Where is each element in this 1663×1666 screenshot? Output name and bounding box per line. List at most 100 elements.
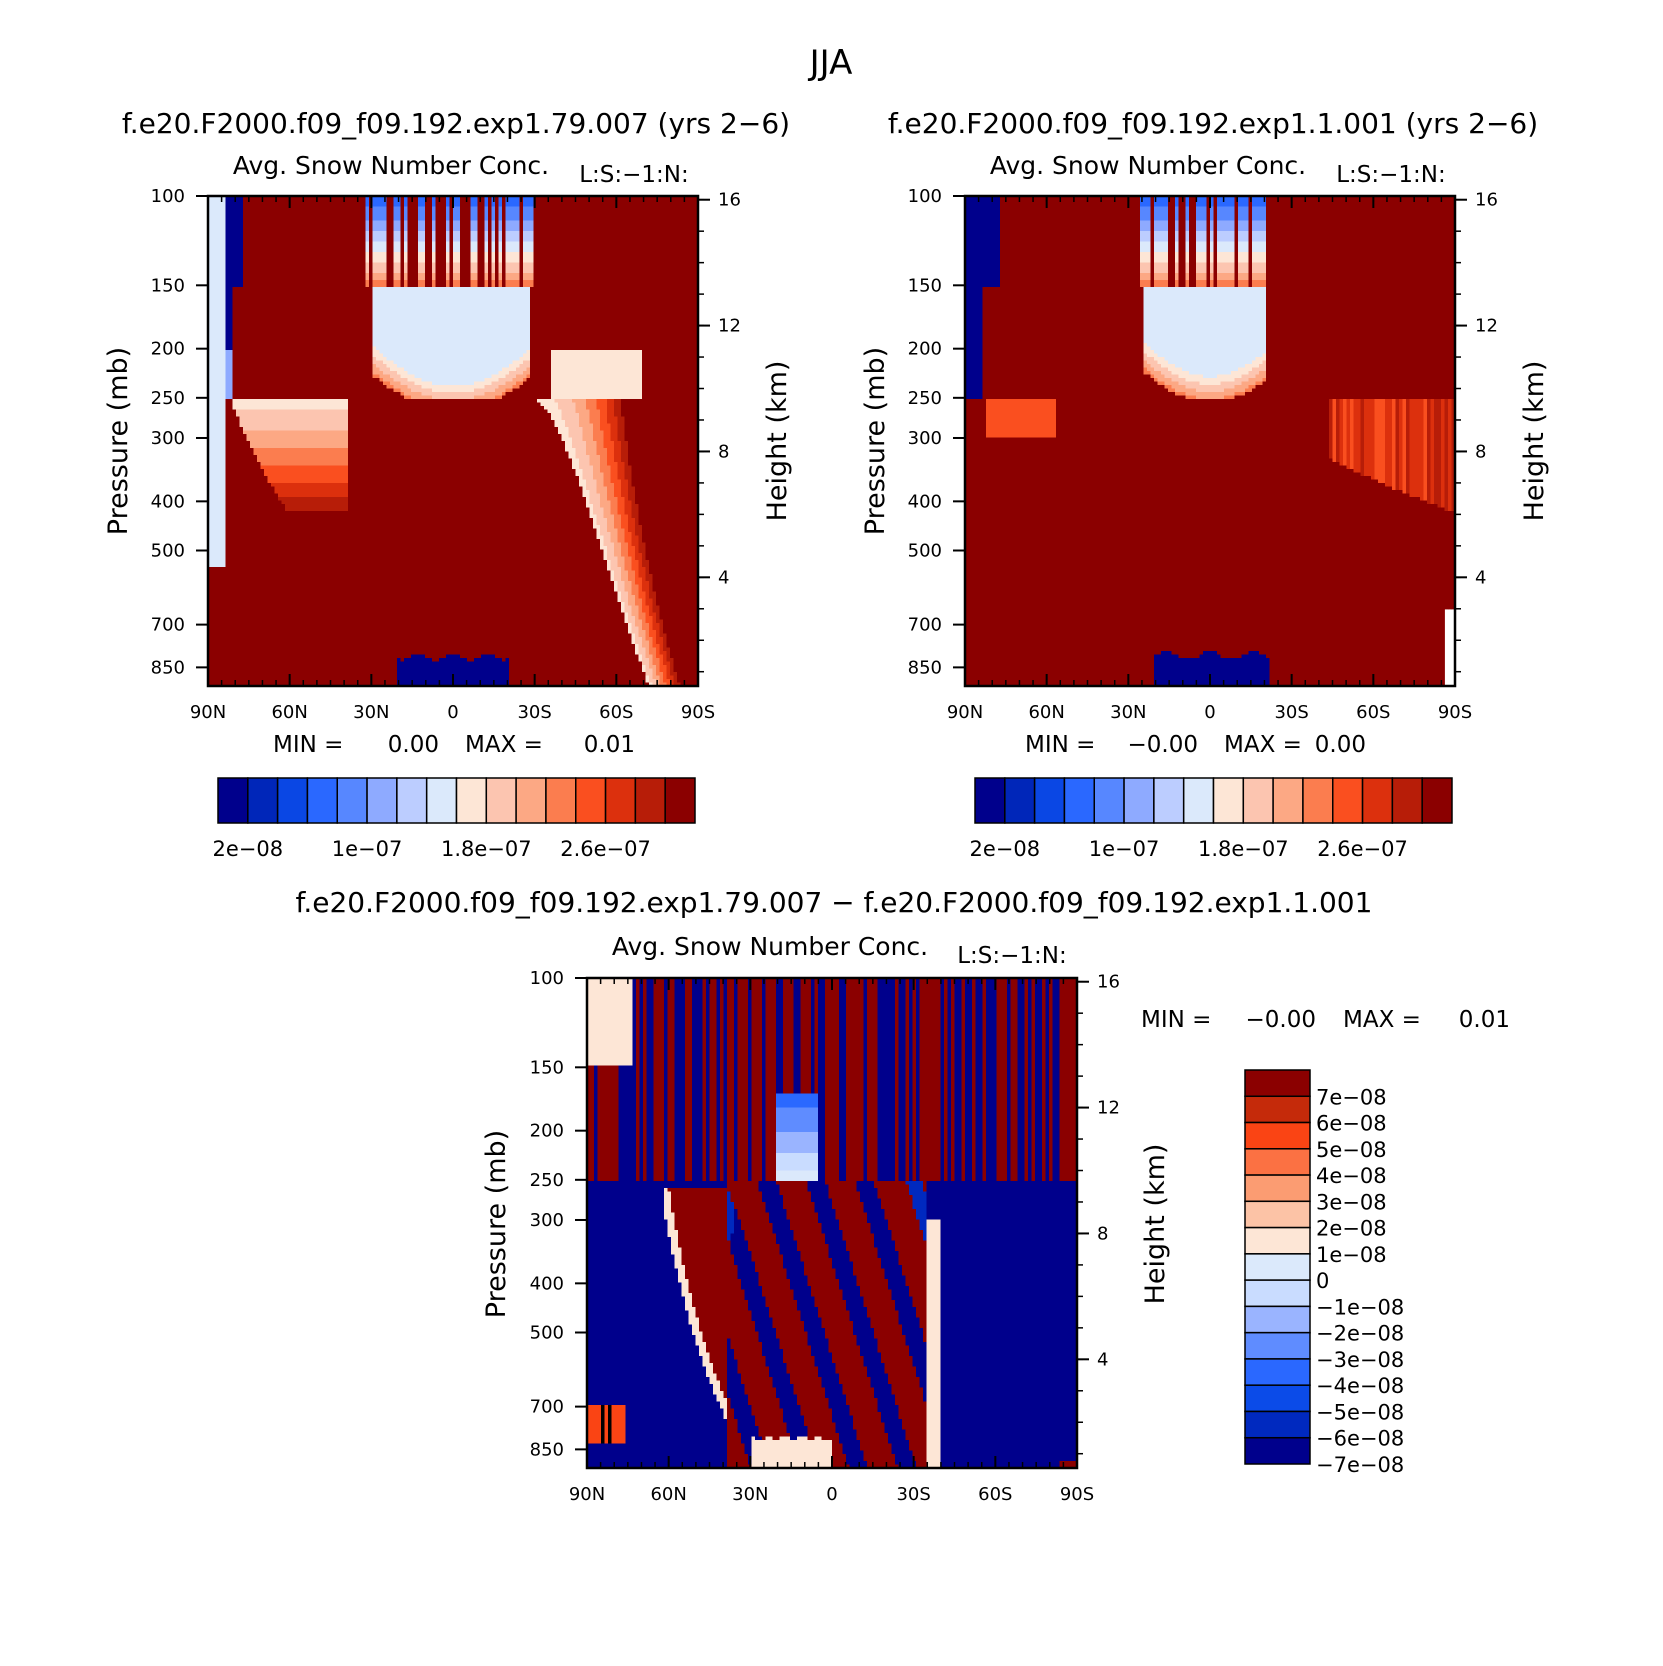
contour-cell	[239, 287, 244, 400]
contour-cell	[839, 1289, 843, 1385]
contour-cell	[596, 196, 601, 351]
contour-cell	[1210, 378, 1214, 386]
contour-cell	[1143, 280, 1148, 288]
contour-cell	[821, 1233, 826, 1329]
contour-cell	[1028, 437, 1032, 687]
contour-cell	[593, 441, 597, 480]
contour-cell	[376, 262, 380, 274]
contour-cell	[600, 472, 604, 508]
contour-cell	[1199, 196, 1204, 207]
contour-cell	[519, 374, 524, 382]
contour-cell	[561, 420, 566, 442]
contour-cell	[376, 350, 380, 361]
contour-cell	[755, 978, 759, 1273]
contour-cell	[706, 1188, 710, 1353]
contour-cell	[379, 353, 384, 361]
min-label: MIN =	[1141, 1007, 1211, 1033]
contour-cell	[383, 364, 387, 375]
contour-cell	[526, 262, 531, 274]
contour-cell	[989, 287, 994, 400]
contour-cell	[611, 1405, 616, 1444]
contour-cell	[603, 546, 608, 561]
contour-cell	[295, 399, 300, 410]
contour-cell	[638, 577, 643, 599]
contour-cell	[1283, 196, 1288, 687]
contour-cell	[376, 231, 380, 242]
contour-cell	[702, 1366, 707, 1469]
contour-cell	[1241, 241, 1246, 253]
contour-cell	[797, 1107, 801, 1133]
contour-cell	[769, 1181, 773, 1224]
contour-cell	[281, 497, 286, 505]
contour-cell	[933, 1181, 938, 1220]
contour-cell	[481, 196, 485, 288]
contour-cell	[393, 262, 398, 274]
contour-cell	[407, 388, 412, 396]
x-tick-label: 90N	[569, 1484, 605, 1505]
contour-cell	[615, 978, 619, 1066]
contour-cell	[758, 1440, 763, 1469]
contour-cell	[1157, 196, 1162, 207]
contour-cell	[846, 1405, 850, 1465]
contour-cell	[236, 287, 240, 400]
contour-cell	[821, 1387, 826, 1441]
contour-cell	[470, 231, 475, 242]
contour-cell	[579, 399, 583, 428]
contour-cell	[835, 1373, 840, 1434]
contour-cell	[334, 511, 338, 687]
y-tick-label: 200	[151, 339, 185, 360]
contour-cell	[215, 567, 219, 687]
contour-cell	[1259, 262, 1263, 274]
contour-cell	[842, 1181, 847, 1241]
contour-cell	[418, 287, 422, 379]
contour-cell	[453, 273, 457, 281]
contour-cell	[1318, 196, 1323, 687]
contour-cell	[379, 273, 384, 281]
contour-cell	[1374, 196, 1379, 400]
contour-cell	[1248, 378, 1253, 386]
contour-cell	[699, 1188, 703, 1332]
contour-cell	[572, 402, 576, 449]
contour-cell	[1140, 241, 1144, 253]
contour-cell	[372, 231, 377, 242]
contour-cell	[498, 252, 503, 263]
variable-code: L:S:−1:N:	[579, 162, 689, 188]
contour-cell	[1213, 287, 1218, 379]
contour-cell	[1245, 654, 1249, 687]
contour-cell	[379, 252, 384, 263]
contour-cell	[821, 978, 826, 1234]
contour-cell	[1332, 399, 1337, 463]
contour-cell	[870, 1328, 875, 1388]
colorbar-box	[1063, 777, 1095, 824]
contour-cell	[793, 978, 798, 1094]
contour-cell	[594, 1405, 598, 1444]
contour-cell	[685, 1310, 689, 1469]
contour-cell	[1364, 399, 1368, 477]
contour-cell	[1220, 381, 1225, 393]
contour-cell	[1185, 381, 1190, 389]
contour-cell	[320, 430, 324, 449]
contour-cell	[526, 350, 531, 361]
contour-cell	[867, 978, 871, 1182]
contour-cell	[390, 378, 394, 386]
contour-cell	[1164, 252, 1169, 263]
contour-cell	[800, 1170, 805, 1182]
contour-cell	[656, 675, 660, 687]
contour-cell	[274, 430, 279, 449]
contour-cell	[849, 978, 854, 1262]
contour-cell	[1070, 1461, 1074, 1469]
colorbar-box	[1421, 777, 1453, 824]
contour-cell	[309, 497, 314, 512]
contour-cell	[1353, 196, 1358, 400]
contour-cell	[1402, 399, 1407, 494]
contour-cell	[1196, 196, 1200, 207]
contour-cell	[776, 1132, 780, 1154]
contour-cell	[1413, 196, 1417, 400]
contour-cell	[818, 1377, 822, 1437]
contour-cell	[1416, 196, 1421, 400]
contour-cell	[597, 978, 602, 1066]
contour-cell	[491, 381, 496, 393]
contour-cell	[439, 385, 443, 393]
contour-cell	[1038, 978, 1043, 1469]
contour-cell	[776, 1338, 780, 1399]
